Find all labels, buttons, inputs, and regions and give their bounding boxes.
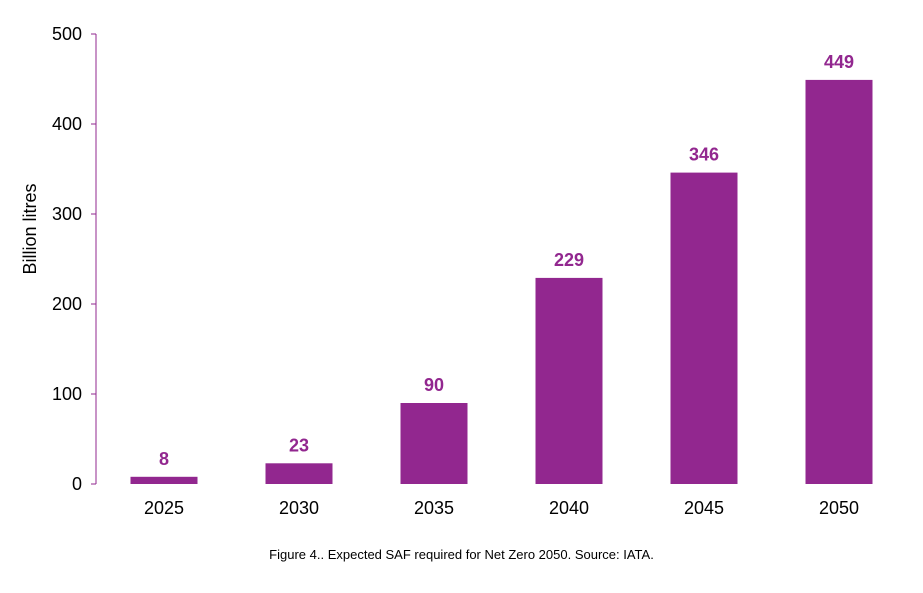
figure-caption: Figure 4.. Expected SAF required for Net… [269, 547, 654, 562]
y-tick-label: 500 [52, 24, 82, 44]
data-label-2025: 8 [159, 449, 169, 469]
data-label-2040: 229 [554, 250, 584, 270]
y-tick-label: 300 [52, 204, 82, 224]
x-tick-label-2045: 2045 [684, 498, 724, 518]
bar-2040 [535, 277, 603, 484]
x-axis-ticks: 2025 2030 2035 2040 2045 2050 [144, 498, 859, 518]
x-tick-label-2025: 2025 [144, 498, 184, 518]
data-label-2045: 346 [689, 145, 719, 165]
y-tick-label: 0 [72, 474, 82, 494]
y-tick-label: 200 [52, 294, 82, 314]
y-axis-label: Billion litres [20, 183, 40, 274]
x-tick-label-2030: 2030 [279, 498, 319, 518]
data-label-2035: 90 [424, 375, 444, 395]
bars-group: 8 23 90 229 346 449 [130, 52, 873, 485]
y-tick-label: 400 [52, 114, 82, 134]
x-tick-label-2040: 2040 [549, 498, 589, 518]
bar-2050 [805, 79, 873, 485]
bar-2030 [265, 463, 333, 484]
x-tick-label-2035: 2035 [414, 498, 454, 518]
bar-2035 [400, 403, 468, 484]
y-tick-label: 100 [52, 384, 82, 404]
x-tick-label-2050: 2050 [819, 498, 859, 518]
data-label-2050: 449 [824, 52, 854, 72]
bar-2025 [130, 476, 198, 484]
data-label-2030: 23 [289, 435, 309, 455]
bar-chart: Billion litres 0 100 200 300 400 500 8 23 90 229… [20, 24, 873, 518]
y-axis-ticks: 0 100 200 300 400 500 [52, 24, 96, 494]
bar-2045 [670, 172, 738, 484]
